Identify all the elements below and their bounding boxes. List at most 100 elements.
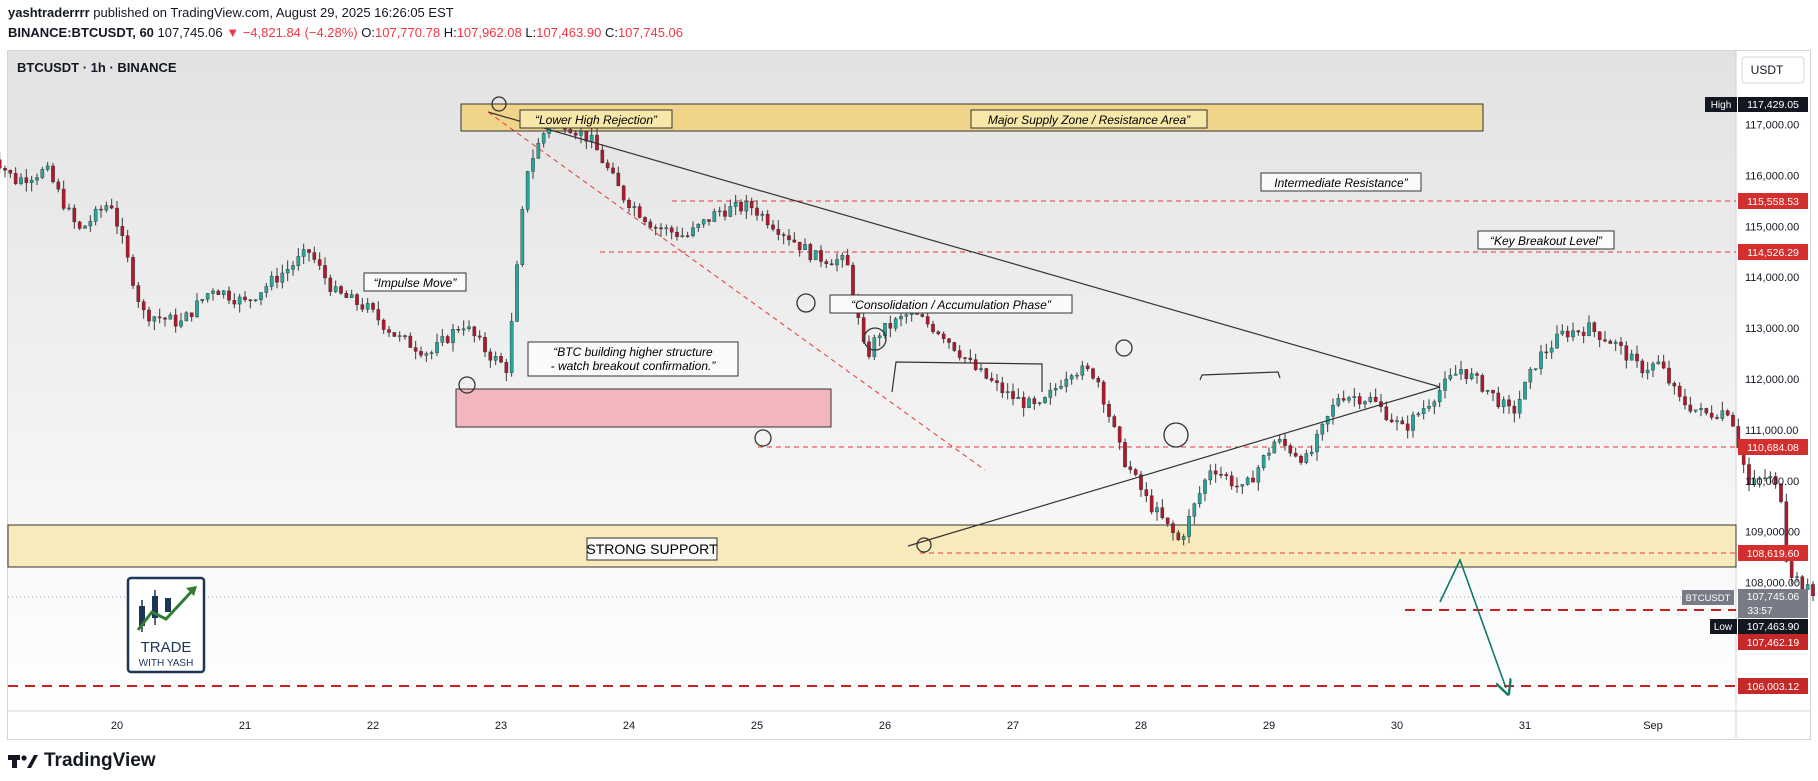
candle-body <box>968 357 973 360</box>
time-axis[interactable]: 20 21 22 23 24 25 26 27 28 29 30 31 Sep <box>111 720 1663 732</box>
candle-body <box>957 350 962 358</box>
low-value: 107,463.90 <box>536 25 602 40</box>
candle-body <box>312 252 317 260</box>
tag-108619 <box>1738 545 1808 561</box>
lower-high-label-box[interactable] <box>519 109 673 129</box>
candle-body <box>1400 420 1405 425</box>
time-tick-label: 31 <box>1519 720 1531 732</box>
candle-body <box>1277 439 1282 443</box>
candle-body <box>1528 369 1533 383</box>
candle-body <box>317 259 322 266</box>
candle-body <box>1427 405 1431 409</box>
candle-body <box>237 296 242 305</box>
candle-body <box>1491 389 1495 394</box>
candle-body <box>152 316 157 322</box>
candle-body <box>451 329 455 343</box>
candle-body <box>0 159 2 169</box>
time-tick-label: 23 <box>495 720 507 732</box>
candle-body <box>1608 340 1613 344</box>
candle-body <box>1357 396 1362 405</box>
low-price-tag-text: 107,463.90 <box>1747 621 1800 633</box>
candle-body <box>520 209 525 265</box>
candle-body <box>1773 476 1778 485</box>
candle-body <box>376 309 381 321</box>
close-label: C: <box>604 25 618 40</box>
candle-body <box>1229 475 1234 487</box>
candle-body <box>899 316 903 320</box>
candle-body <box>1405 423 1410 431</box>
candle-body <box>653 227 658 229</box>
candle-body <box>29 179 34 183</box>
candle-body <box>285 269 290 274</box>
candle-body <box>1256 467 1261 483</box>
currency-button[interactable] <box>1741 56 1805 84</box>
candle-body <box>1507 399 1511 407</box>
candle-body <box>797 241 802 251</box>
candle-body <box>1213 470 1218 475</box>
candle-body <box>1021 396 1026 408</box>
impulse-label-box[interactable] <box>363 272 467 292</box>
time-tick-label: Sep <box>1643 720 1663 732</box>
candle-body <box>1789 561 1794 578</box>
candle-body <box>717 210 722 213</box>
btc-structure-line1: “BTC building higher structure <box>553 345 713 359</box>
consolidation-label-box[interactable] <box>829 294 1073 314</box>
candle-body <box>1501 399 1506 408</box>
range-bracket-2 <box>1199 371 1281 381</box>
price-axis[interactable]: 117,000.00 116,000.00 115,000.00 114,000.00… <box>1745 120 1800 590</box>
candle-body <box>264 286 269 293</box>
candle-body <box>1005 391 1010 394</box>
candle-body <box>189 312 194 317</box>
candle-body <box>1096 378 1101 383</box>
ohlc-line: BINANCE:BTCUSDT, 60 107,745.06 ▼ −4,821.… <box>8 25 683 40</box>
supply-zone-label-box[interactable] <box>970 109 1208 129</box>
candle-body <box>24 177 29 183</box>
candle-body <box>589 134 594 142</box>
candle-body <box>461 328 466 331</box>
candle-body <box>1677 385 1682 397</box>
candle-body <box>1443 378 1447 391</box>
time-tick-label: 22 <box>367 720 379 732</box>
candle-body <box>157 316 162 319</box>
candle-body <box>1496 392 1501 408</box>
demand-zone[interactable] <box>455 388 832 428</box>
candle-body <box>1571 330 1575 338</box>
candle-body <box>1240 484 1245 487</box>
projected-path-arrow <box>1439 557 1506 688</box>
candle-body <box>632 206 637 208</box>
candle-body <box>371 303 375 310</box>
candle-body <box>131 257 135 286</box>
candle-body <box>1224 474 1229 477</box>
key-breakout-label-box[interactable] <box>1477 230 1615 250</box>
candle-body <box>611 167 615 174</box>
candle-body <box>1176 532 1181 540</box>
candle-body <box>893 318 898 329</box>
descending-trendline <box>487 111 1441 388</box>
candle-body <box>669 227 674 233</box>
swing-marker <box>916 537 932 553</box>
tradingview-footer[interactable]: TradingView <box>8 750 156 772</box>
swing-marker <box>458 376 476 394</box>
candle-body <box>605 162 610 169</box>
intermediate-label-box[interactable] <box>1260 172 1422 192</box>
candle-body <box>307 249 311 253</box>
time-tick-label: 30 <box>1391 720 1403 732</box>
candle-body <box>1544 351 1549 354</box>
price-change: ▼ −4,821.84 (−4.28%) <box>226 25 358 40</box>
candle-body <box>499 356 503 363</box>
candle-body <box>408 335 413 348</box>
last-price-tag-text: 107,745.06 <box>1747 591 1800 603</box>
publisher-name[interactable]: yashtraderrrr <box>8 5 90 20</box>
strong-support-label-box[interactable] <box>586 537 718 561</box>
candle-body <box>280 272 285 283</box>
candle-body <box>1069 375 1074 380</box>
candle-body <box>349 294 354 298</box>
btc-structure-label-box[interactable] <box>527 341 739 377</box>
candle-body <box>664 227 669 230</box>
strong-support-zone[interactable] <box>7 524 1737 568</box>
candle-body <box>392 332 397 337</box>
tradingview-logo-icon <box>8 755 38 768</box>
price-tick-label: 110,000.00 <box>1745 476 1799 488</box>
price-tick-label: 113,000.00 <box>1745 323 1799 335</box>
